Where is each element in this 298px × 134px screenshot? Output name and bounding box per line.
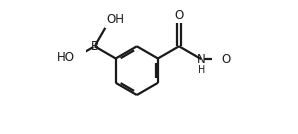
Text: H: H [198, 65, 205, 75]
Text: HO: HO [57, 51, 75, 64]
Text: N: N [197, 53, 206, 66]
Text: B: B [91, 40, 99, 53]
Text: O: O [221, 53, 230, 66]
Text: OH: OH [106, 13, 124, 26]
Text: O: O [174, 9, 184, 22]
